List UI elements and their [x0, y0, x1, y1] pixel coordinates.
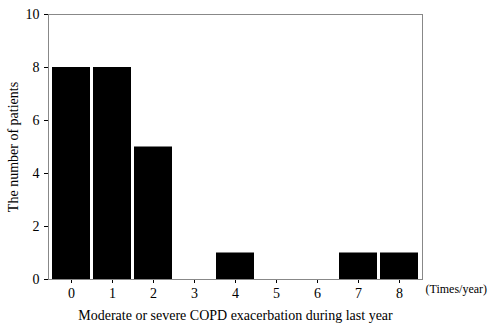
svg-text:0: 0	[68, 286, 75, 301]
svg-text:Moderate or severe COPD exacer: Moderate or severe COPD exacerbation dur…	[78, 308, 393, 323]
svg-text:1: 1	[109, 286, 116, 301]
svg-text:4: 4	[232, 286, 239, 301]
svg-text:2: 2	[150, 286, 157, 301]
svg-text:(Times/year): (Times/year)	[426, 282, 488, 296]
svg-text:3: 3	[191, 286, 198, 301]
svg-text:8: 8	[396, 286, 403, 301]
svg-text:6: 6	[33, 113, 40, 128]
svg-text:8: 8	[33, 60, 40, 75]
svg-text:0: 0	[33, 272, 40, 287]
svg-text:7: 7	[355, 286, 362, 301]
svg-text:6: 6	[314, 286, 321, 301]
svg-text:5: 5	[273, 286, 280, 301]
svg-text:10: 10	[26, 7, 40, 22]
svg-text:2: 2	[33, 219, 40, 234]
svg-text:4: 4	[33, 166, 40, 181]
svg-text:The number of patients: The number of patients	[6, 82, 21, 212]
